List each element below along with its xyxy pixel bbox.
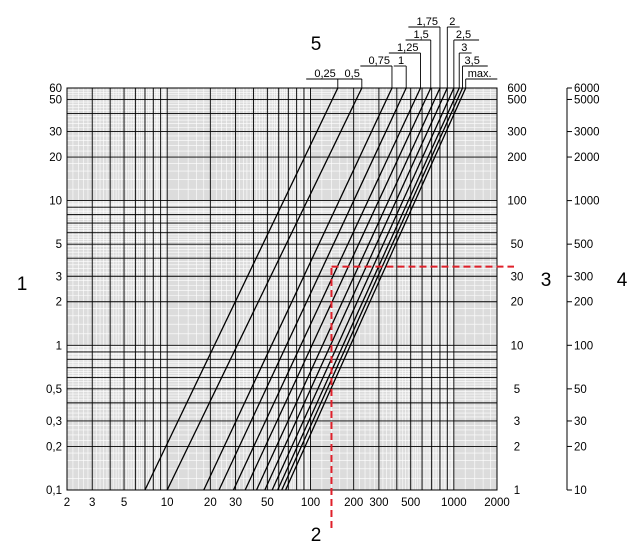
right-y-tick-label: 300 [507, 127, 526, 139]
left-y-tick-label: 0,5 [46, 384, 62, 396]
far-right-y-tick-label: 2000 [574, 152, 600, 164]
right-y-tick-label: 600 [507, 83, 526, 95]
x-tick-label: 5 [121, 497, 127, 509]
right-y-tick-label: 20 [511, 297, 524, 309]
series-label: 2 [449, 16, 455, 28]
series-line [281, 87, 464, 491]
x-tick-label: 3 [89, 497, 95, 509]
left-y-tick-label: 2 [56, 297, 62, 309]
left-y-tick-label: 0,2 [46, 441, 62, 453]
x-tick-label: 1000 [441, 497, 467, 509]
series-line [264, 87, 448, 491]
series-label: max. [468, 68, 492, 80]
far-right-y-tick-label: 6000 [574, 83, 600, 95]
far-right-y-tick-label: 20 [574, 441, 587, 453]
series-label-leaders [306, 26, 498, 88]
left-y-tick-label: 10 [49, 196, 62, 208]
series-label: 3,5 [465, 55, 480, 67]
left-y-tick-label: 5 [56, 239, 62, 251]
series-label: 1,75 [417, 16, 438, 28]
right-y-tick-label: 5 [514, 384, 520, 396]
left-y-tick-label: 20 [49, 152, 62, 164]
left-y-tick-label: 1 [56, 340, 62, 352]
series-label: 0,75 [369, 55, 390, 67]
x-tick-label: 30 [229, 497, 242, 509]
series-line [232, 87, 422, 491]
left-y-tick-label: 3 [56, 271, 62, 283]
far-right-y-tick-label: 10 [574, 485, 587, 497]
left-y-tick-label: 30 [49, 127, 62, 139]
series-label: 1 [398, 55, 404, 67]
left-y-tick-label: 0,1 [46, 485, 62, 497]
series-line [166, 87, 363, 491]
series-label: 2,5 [456, 29, 471, 41]
x-tick-label: 200 [344, 497, 363, 509]
far-right-y-tick-label: 100 [574, 340, 593, 352]
far-right-y-tick-label: 5000 [574, 94, 600, 106]
series-line [218, 87, 407, 491]
series-line [244, 87, 432, 491]
left-y-tick-label: 60 [49, 83, 62, 95]
series-label: 1,25 [397, 42, 418, 54]
x-axis-tick-labels: 2 3 5 10 20 30 50 100 200 300 500 1000 2000 [64, 497, 510, 509]
far-right-y-tick-label: 300 [574, 271, 593, 283]
series-label: 1,5 [413, 29, 428, 41]
far-right-y-tick-label: 1000 [574, 196, 600, 208]
reading-example-dashed-lines [330, 265, 514, 528]
far-right-axis-label: 4 [617, 270, 628, 291]
far-right-y-tick-label: 500 [574, 239, 593, 251]
series-lines [144, 87, 467, 491]
x-axis-label: 2 [311, 525, 322, 546]
x-tick-label: 20 [204, 497, 217, 509]
right-y-tick-label: 2 [514, 441, 520, 453]
left-axis-label: 1 [17, 274, 28, 295]
series-line [203, 87, 393, 491]
x-tick-label: 2000 [484, 497, 510, 509]
right-y-tick-label: 200 [507, 152, 526, 164]
far-right-y-tick-label: 50 [574, 384, 587, 396]
x-tick-label: 100 [301, 497, 320, 509]
right-y-tick-label: 1 [514, 485, 520, 497]
series-family-label: 5 [311, 34, 322, 55]
far-right-y-tick-label: 3000 [574, 127, 600, 139]
plot-area [67, 88, 497, 490]
x-tick-label: 2 [64, 497, 70, 509]
right-y-tick-label: 50 [511, 239, 524, 251]
series-label: 3 [461, 42, 467, 54]
series-label: 0,25 [314, 68, 335, 80]
right-y-tick-label: 3 [514, 416, 520, 428]
right-axis-label: 3 [541, 270, 552, 291]
right-y-tick-label: 30 [511, 271, 524, 283]
x-tick-label: 10 [161, 497, 174, 509]
far-right-y-tick-label: 30 [574, 416, 587, 428]
x-tick-label: 500 [401, 497, 420, 509]
series-line [144, 87, 339, 491]
series-line [255, 87, 441, 491]
left-y-tick-label: 0,3 [46, 416, 62, 428]
x-tick-label: 50 [261, 497, 274, 509]
far-right-y-tick-label: 200 [574, 297, 593, 309]
right-y-tick-label: 10 [511, 340, 524, 352]
series-label: 0,5 [345, 68, 360, 80]
x-tick-label: 300 [369, 497, 388, 509]
series-line [277, 87, 460, 491]
series-line [284, 87, 467, 491]
left-y-tick-label: 50 [49, 94, 62, 106]
series-line [271, 87, 455, 491]
right-y-tick-label: 500 [507, 94, 526, 106]
right-y-tick-label: 100 [507, 196, 526, 208]
